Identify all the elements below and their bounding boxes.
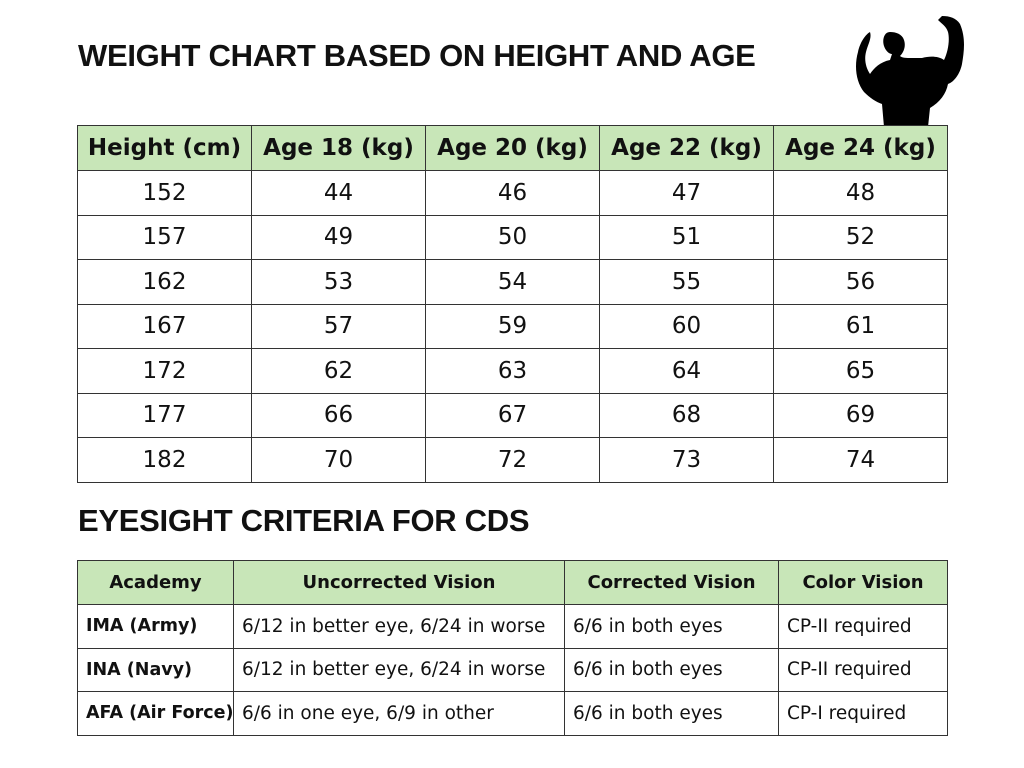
- cell: 67: [425, 392, 600, 438]
- cell: 52: [773, 214, 948, 260]
- header-cell: Age 20 (kg): [425, 125, 600, 171]
- row: 172 62 63 64 65: [77, 348, 948, 394]
- cell: INA (Navy): [77, 647, 234, 692]
- cell: 49: [251, 214, 426, 260]
- cell: 74: [773, 437, 948, 483]
- row: 157 49 50 51 52: [77, 214, 948, 260]
- cell: 51: [599, 214, 774, 260]
- cell: 60: [599, 303, 774, 349]
- header-row: Academy Uncorrected Vision Corrected Visio…: [77, 560, 948, 605]
- cell: 62: [251, 348, 426, 394]
- cell: 57: [251, 303, 426, 349]
- header-cell: Academy: [77, 560, 234, 605]
- eyesight-table: Academy Uncorrected Vision Corrected Visio…: [77, 560, 948, 736]
- cell: 157: [77, 214, 252, 260]
- header-cell: Age 24 (kg): [773, 125, 948, 171]
- cell: 6/6 in one eye, 6/9 in other: [233, 691, 565, 736]
- cell: 69: [773, 392, 948, 438]
- weight-title: WEIGHT CHART BASED ON HEIGHT AND AGE: [78, 38, 756, 73]
- cell: 177: [77, 392, 252, 438]
- cell: 55: [599, 259, 774, 305]
- cell: 64: [599, 348, 774, 394]
- cell: 63: [425, 348, 600, 394]
- cell: 6/12 in better eye, 6/24 in worse: [233, 604, 565, 649]
- cell: 167: [77, 303, 252, 349]
- cell: 172: [77, 348, 252, 394]
- eyesight-title: EYESIGHT CRITERIA FOR CDS: [78, 503, 530, 538]
- cell: 47: [599, 170, 774, 216]
- cell: 72: [425, 437, 600, 483]
- cell: 46: [425, 170, 600, 216]
- row: INA (Navy) 6/12 in better eye, 6/24 in wo…: [77, 647, 948, 692]
- cell: 6/6 in both eyes: [564, 604, 779, 649]
- header-row: Height (cm) Age 18 (kg) Age 20 (kg) Age 22 …: [77, 125, 948, 171]
- cell: CP-I required: [778, 691, 948, 736]
- cell: 152: [77, 170, 252, 216]
- weight-table: Height (cm) Age 18 (kg) Age 20 (kg) Age 22 …: [77, 125, 948, 483]
- cell: 50: [425, 214, 600, 260]
- cell: 44: [251, 170, 426, 216]
- cell: 54: [425, 259, 600, 305]
- row: 152 44 46 47 48: [77, 170, 948, 216]
- row: 177 66 67 68 69: [77, 392, 948, 438]
- cell: 6/6 in both eyes: [564, 647, 779, 692]
- cell: 68: [599, 392, 774, 438]
- cell: 53: [251, 259, 426, 305]
- cell: 66: [251, 392, 426, 438]
- row: IMA (Army) 6/12 in better eye, 6/24 in wo…: [77, 604, 948, 649]
- cell: 48: [773, 170, 948, 216]
- row: 182 70 72 73 74: [77, 437, 948, 483]
- cell: 56: [773, 259, 948, 305]
- cell: 61: [773, 303, 948, 349]
- cell: 65: [773, 348, 948, 394]
- cell: 162: [77, 259, 252, 305]
- row: 162 53 54 55 56: [77, 259, 948, 305]
- cell: CP-II required: [778, 647, 948, 692]
- cell: CP-II required: [778, 604, 948, 649]
- header-cell: Age 22 (kg): [599, 125, 774, 171]
- row: AFA (Air Force) 6/6 in one eye, 6/9 in ot…: [77, 691, 948, 736]
- header-cell: Color Vision: [778, 560, 948, 605]
- header-cell: Age 18 (kg): [251, 125, 426, 171]
- cell: AFA (Air Force): [77, 691, 234, 736]
- cell: IMA (Army): [77, 604, 234, 649]
- cell: 70: [251, 437, 426, 483]
- header-cell: Height (cm): [77, 125, 252, 171]
- cell: 6/6 in both eyes: [564, 691, 779, 736]
- cell: 73: [599, 437, 774, 483]
- bodybuilder-icon: [856, 16, 964, 127]
- row: 167 57 59 60 61: [77, 303, 948, 349]
- header-cell: Uncorrected Vision: [233, 560, 565, 605]
- cell: 6/12 in better eye, 6/24 in worse: [233, 647, 565, 692]
- header-cell: Corrected Vision: [564, 560, 779, 605]
- cell: 59: [425, 303, 600, 349]
- cell: 182: [77, 437, 252, 483]
